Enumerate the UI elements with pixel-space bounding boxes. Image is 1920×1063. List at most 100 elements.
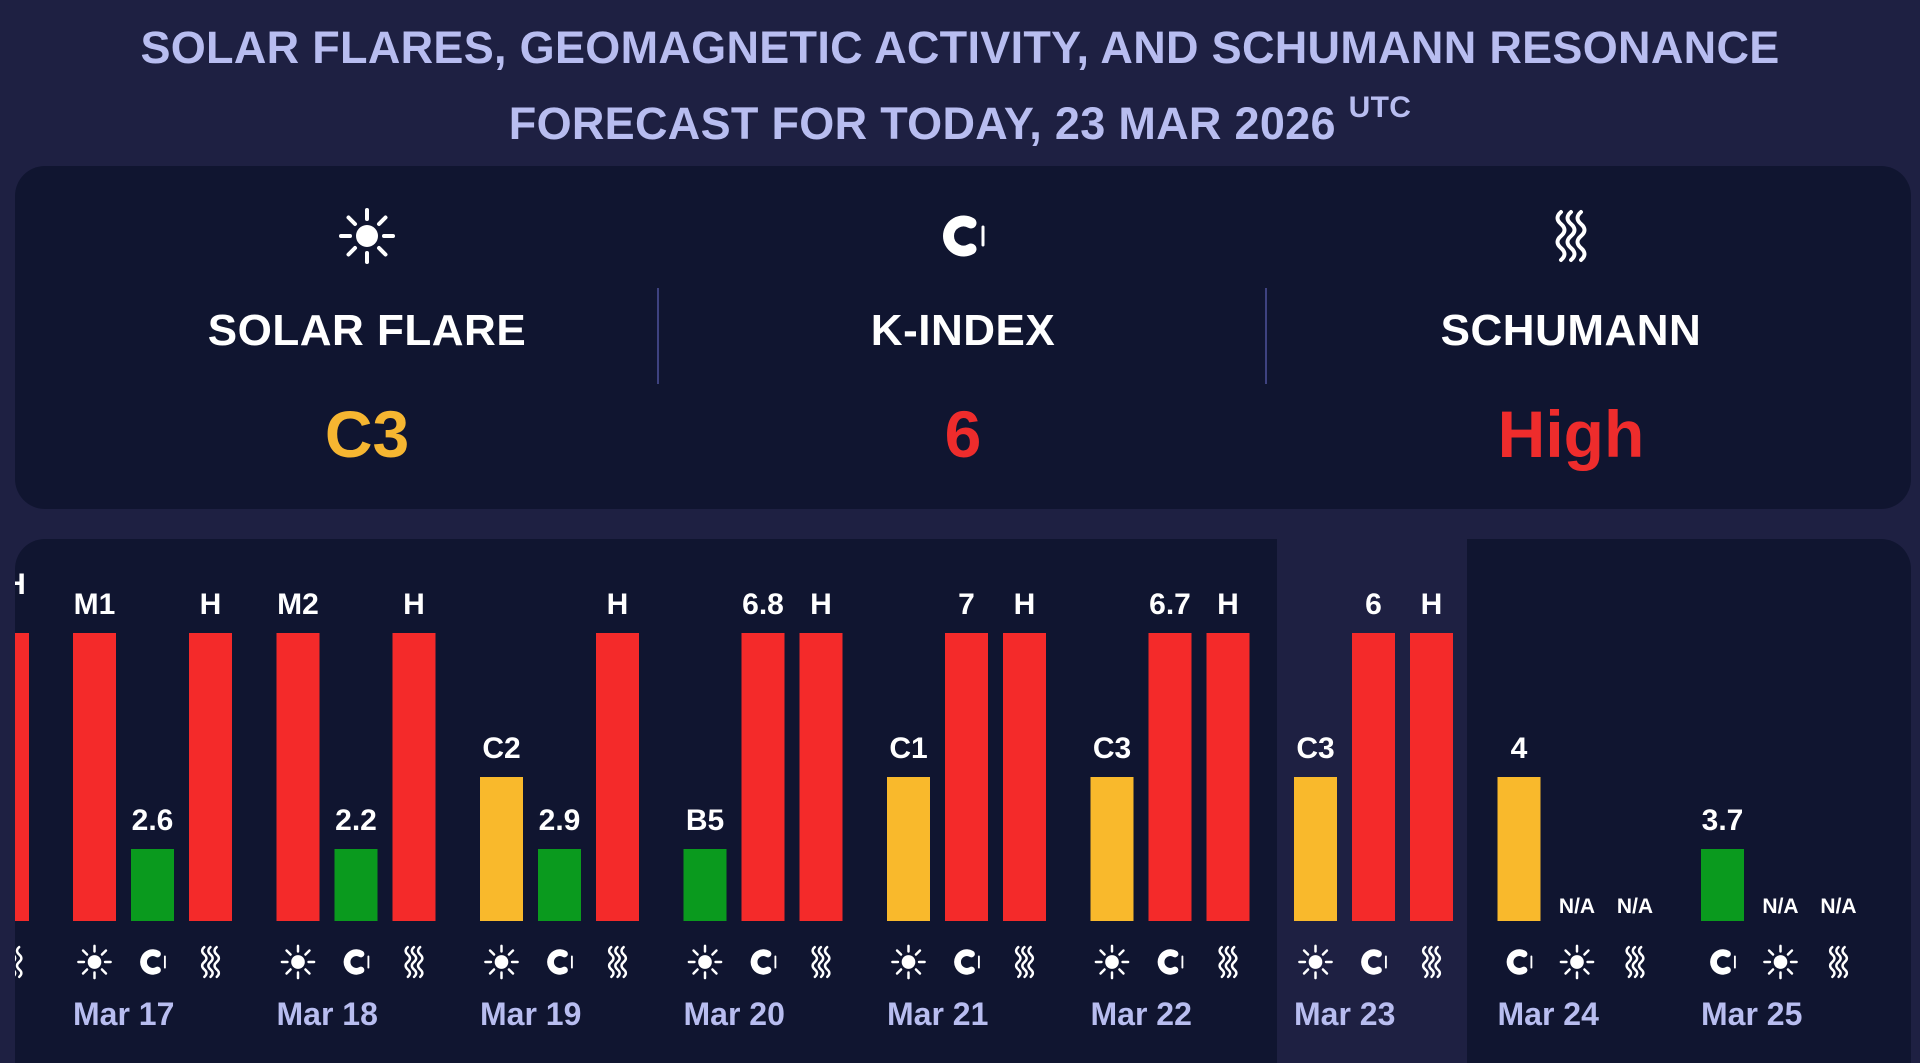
sun-icon: [687, 944, 723, 980]
divider: [1265, 288, 1267, 384]
date-label: Mar 17: [73, 996, 174, 1032]
bar-k_index: [741, 633, 785, 921]
history-chart: H M1 2.6 H Mar 17 M2 2.2 H Mar 18 C2 2.9 H Mar 19 B5 6…: [15, 539, 1911, 1063]
waves-icon: [1625, 945, 1645, 979]
day-group: M1 2.6 H Mar 17: [73, 588, 232, 1032]
day-group: C3 6 H Mar 23: [1294, 588, 1453, 1032]
bar-label: C2: [482, 732, 520, 765]
bar-label: M1: [74, 588, 116, 621]
bar-solar_flare: [73, 633, 116, 921]
magnet-icon: [1361, 949, 1387, 975]
date-label: Mar 21: [887, 996, 988, 1032]
bar-k_index: [1352, 633, 1395, 921]
bar-schumann: [392, 633, 436, 921]
date-label: Mar 20: [684, 996, 785, 1032]
sun-icon: [484, 944, 519, 980]
sun-icon: [891, 944, 926, 980]
bar-schumann: [596, 633, 639, 921]
waves-icon: [1421, 945, 1442, 979]
bar-label: H: [200, 588, 222, 621]
title-timezone: UTC: [1348, 91, 1412, 124]
bar-label: 2.2: [335, 804, 377, 837]
bar-k_index: [334, 849, 378, 921]
bar-schumann: [189, 633, 232, 921]
magnet-icon: [1506, 949, 1533, 975]
sun-icon: [1298, 944, 1333, 980]
day-group: 3.7 N/A N/A Mar 25: [1701, 804, 1857, 1032]
na-label: N/A: [1820, 895, 1856, 918]
solar-flare-value: C3: [324, 397, 410, 471]
waves-icon: [607, 945, 628, 979]
page-title: SOLAR FLARES, GEOMAGNETIC ACTIVITY, AND …: [0, 18, 1920, 154]
day-group: C1 7 H Mar 21: [887, 588, 1046, 1032]
bar-solar_flare: [1090, 777, 1134, 921]
bar-k_index: [1701, 849, 1744, 921]
sun-icon: [1094, 944, 1130, 980]
chart-svg: H M1 2.6 H Mar 17 M2 2.2 H Mar 18 C2 2.9 H Mar 19 B5 6…: [15, 539, 1857, 1063]
bar-k_index: [945, 633, 988, 921]
bar-schumann: [1206, 633, 1250, 921]
day-group: B5 6.8 H Mar 20: [683, 588, 843, 1032]
k-index-value: 6: [944, 397, 982, 471]
bar-label: 3.7: [1702, 804, 1744, 837]
na-label: N/A: [1617, 895, 1653, 918]
bar-label: 6: [1365, 588, 1382, 621]
bar-schumann: [1003, 633, 1046, 921]
bar-solar_flare: [1294, 777, 1337, 921]
waves-icon: [1014, 945, 1035, 979]
schumann-summary: SCHUMANN High: [1271, 166, 1871, 509]
bar-label: 6.8: [742, 588, 784, 621]
date-label: Mar 24: [1498, 996, 1600, 1032]
bar-k_index: [538, 849, 581, 921]
waves-icon: [1555, 210, 1587, 262]
magnet-icon: [140, 949, 166, 975]
bar-label: M2: [277, 588, 319, 621]
bar-k_index: [1148, 633, 1192, 921]
bar-label: H: [810, 588, 832, 621]
waves-icon: [404, 945, 424, 979]
sun-icon: [1763, 944, 1798, 980]
sun-icon: [77, 944, 112, 980]
bar-label: C1: [889, 732, 927, 765]
magnet-icon: [750, 949, 777, 975]
magnet-icon: [954, 949, 980, 975]
magnet-icon: [1157, 949, 1184, 975]
bar-label: B5: [686, 804, 724, 837]
waves-icon: [811, 945, 831, 979]
bar-label: C3: [1093, 732, 1131, 765]
sun-icon: [1559, 944, 1595, 980]
solar-flare-summary: SOLAR FLARE C3: [67, 166, 667, 509]
date-label: Mar 22: [1091, 996, 1192, 1032]
bar-label: 2.6: [132, 804, 174, 837]
bar-solar_flare: [683, 849, 727, 921]
waves-icon: [1218, 945, 1238, 979]
solar-flare-label: SOLAR FLARE: [207, 306, 527, 355]
schumann-value: High: [1497, 397, 1645, 471]
bar-label: H: [607, 588, 629, 621]
magnet-icon: [1710, 949, 1736, 975]
sun-icon: [280, 944, 316, 980]
magnet-icon: [943, 215, 985, 257]
magnet-icon: [547, 949, 573, 975]
bar-label: C3: [1296, 732, 1334, 765]
na-label: N/A: [1762, 895, 1798, 918]
date-label: Mar 25: [1701, 996, 1802, 1032]
bar-schumann: [799, 633, 843, 921]
day-group: 4 N/A N/A Mar 24: [1497, 732, 1653, 1032]
bar-label: H: [403, 588, 425, 621]
waves-icon: [15, 945, 23, 979]
k-index-label: K-INDEX: [870, 306, 1056, 355]
sun-icon: [339, 208, 395, 264]
bar-label: 2.9: [539, 804, 581, 837]
bar-solar_flare: [887, 777, 930, 921]
day-group: C3 6.7 H Mar 22: [1090, 588, 1250, 1032]
waves-icon: [1828, 945, 1849, 979]
bar-k_index: [1497, 777, 1541, 921]
bar-label: 4: [1511, 732, 1528, 765]
bar-solar_flare: [480, 777, 523, 921]
bar-label: 6.7: [1149, 588, 1191, 621]
title-date: FORECAST FOR TODAY, 23 MAR 2026: [508, 98, 1336, 149]
title-line-2: FORECAST FOR TODAY, 23 MAR 2026 UTC: [0, 78, 1920, 154]
day-group: M2 2.2 H Mar 18: [276, 588, 436, 1032]
bar-solar_flare: [276, 633, 320, 921]
